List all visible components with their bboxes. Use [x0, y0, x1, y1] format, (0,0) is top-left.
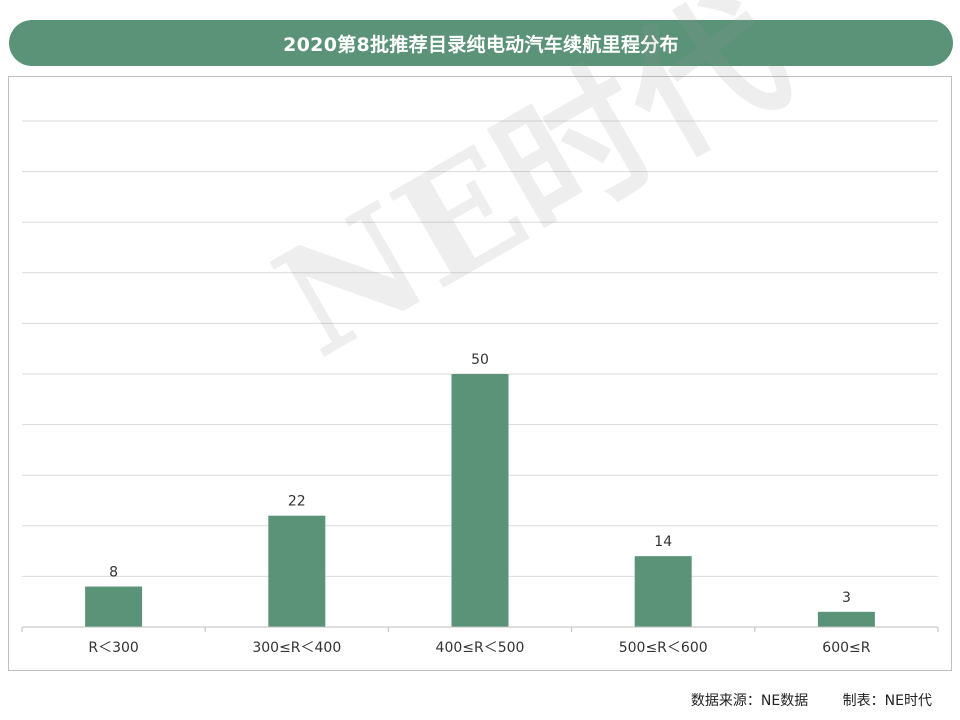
chart-title-bar: 2020第8批推荐目录纯电动汽车续航里程分布	[9, 20, 953, 66]
data-label: 3	[842, 590, 851, 606]
data-label: 50	[471, 352, 489, 368]
x-tick-label: 300≤R＜400	[252, 640, 341, 656]
bar	[817, 611, 875, 627]
x-tick-label: 500≤R＜600	[619, 640, 708, 656]
bar	[634, 556, 692, 627]
x-axis: R＜300 300≤R＜400 400≤R＜500 500≤R＜600 600≤R	[21, 626, 939, 656]
bars	[85, 374, 875, 627]
x-tick-label: 600≤R	[822, 640, 870, 656]
data-labels: 8 22 50 14 3	[109, 352, 851, 606]
data-label: 22	[288, 494, 306, 510]
data-label: 8	[109, 565, 118, 581]
data-label: 14	[654, 534, 672, 550]
bar	[451, 374, 509, 627]
x-tick-label: R＜300	[88, 640, 138, 656]
table-maker: 制表：NE时代	[842, 693, 932, 709]
data-source: 数据来源：NE数据	[690, 693, 809, 709]
chart-title: 2020第8批推荐目录纯电动汽车续航里程分布	[283, 33, 679, 56]
bar	[268, 515, 326, 627]
footer: 数据来源：NE数据 制表：NE时代	[691, 690, 932, 710]
bar	[85, 586, 143, 627]
x-tick-label: 400≤R＜500	[436, 640, 525, 656]
